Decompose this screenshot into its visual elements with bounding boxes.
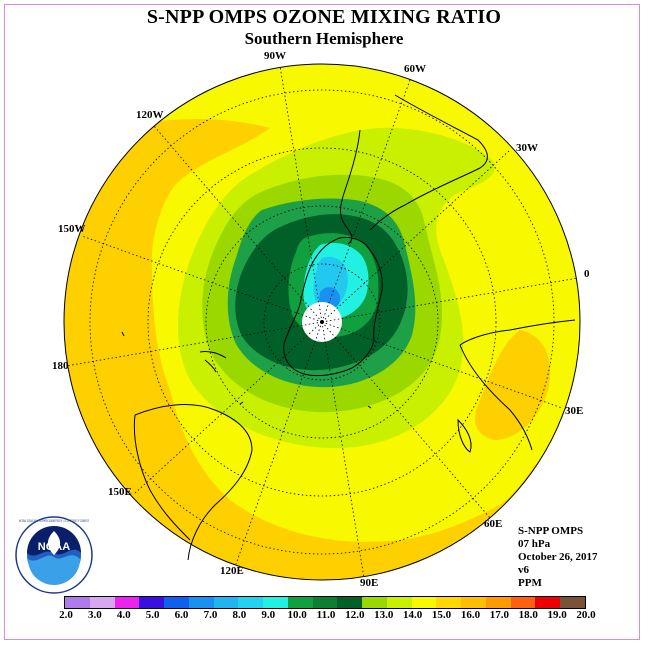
meridian-150e	[133, 321, 323, 495]
meridian-60w	[321, 79, 411, 323]
colorbar-ticks: 2.0 3.0 4.0 5.0 6.0 7.0 8.0 9.0 10.0 11.0 12.0 13.0…	[47, 609, 607, 623]
colorbar-swatch	[263, 597, 288, 608]
coast-africa	[459, 319, 576, 451]
coastlines	[121, 94, 576, 561]
lat-circle-70s	[205, 205, 439, 439]
coast-antarctica	[283, 236, 383, 377]
coast-australia	[133, 404, 253, 561]
lon-label-150w: 150W	[58, 223, 86, 235]
map-border	[63, 63, 581, 581]
colorbar-swatch	[436, 597, 461, 608]
colorbar-swatch	[114, 597, 140, 608]
meridian-120w	[153, 125, 323, 323]
colorbar-tick-label: 16.0	[460, 609, 481, 621]
colorbar-tick-label: 11.0	[316, 609, 336, 621]
colorbar-swatch	[188, 597, 214, 608]
colorbar-tick-label: 19.0	[547, 609, 567, 621]
colorbar-swatch	[164, 597, 189, 608]
colorbar-tick-label: 5.0	[145, 609, 160, 621]
lon-label-90e: 90E	[360, 577, 379, 589]
colorbar-swatch	[485, 597, 511, 608]
lat-circle-50s	[89, 89, 555, 555]
field-16ppm-west	[64, 119, 580, 580]
colorbar-tick-label: 17.0	[489, 609, 509, 621]
colorbar-swatch	[287, 597, 313, 608]
colorbar-swatch	[312, 597, 338, 608]
colorbar-tick-label: 4.0	[116, 609, 131, 621]
colorbar-swatch	[89, 597, 115, 608]
meridian-60e	[321, 321, 491, 519]
colorbar-tick-label: 13.0	[374, 609, 394, 621]
logo-ring-text: NATIONAL OCEANIC AND ATMOSPHERIC ADMINIS…	[19, 518, 89, 523]
lon-label-150e: 150E	[108, 486, 132, 498]
product-info: S-NPP OMPS 07 hPa October 26, 2017 v6 PP…	[518, 525, 598, 590]
lon-label-30e: 30E	[565, 405, 584, 417]
meridian-0	[321, 277, 579, 323]
lon-label-90w: 90W	[264, 50, 286, 62]
lon-label-0: 0	[584, 268, 590, 280]
colorbar-tick-label: 12.0	[345, 609, 365, 621]
colorbar-tick-label: 10.0	[287, 609, 307, 621]
colorbar-tick-label: 8.0	[232, 609, 247, 621]
info-level: 07 hPa	[518, 538, 551, 550]
colorbar-tick-label: 7.0	[203, 609, 218, 621]
colorbar-swatch	[411, 597, 437, 608]
info-version: v6	[518, 564, 529, 576]
lat-circle-60s	[147, 147, 497, 497]
colorbar-swatch	[461, 597, 486, 608]
lon-label-60e: 60E	[484, 518, 503, 530]
info-instrument: S-NPP OMPS	[518, 525, 584, 537]
colorbar-tick-label: 6.0	[174, 609, 189, 621]
colorbar-swatch	[535, 597, 560, 608]
noaa-logo-icon: NOAA NATIONAL OCEANIC AND ATMOSPHERIC AD…	[15, 516, 93, 594]
field-16ppm-east	[475, 330, 551, 440]
meridian-180	[65, 321, 323, 367]
colorbar-swatch	[510, 597, 536, 608]
south-pole-marker	[320, 320, 324, 324]
lon-label-120e: 120E	[220, 565, 244, 577]
meridian-90e	[321, 321, 365, 579]
info-date: October 26, 2017	[518, 551, 598, 563]
colorbar-tick-label: 2.0	[59, 609, 73, 621]
lat-circle-80s	[263, 263, 381, 381]
page-frame	[4, 4, 640, 640]
colorbar-tick-label: 9.0	[261, 609, 276, 621]
colorbar-tick-label: 20.0	[576, 609, 596, 621]
colorbar-tick-label: 18.0	[518, 609, 538, 621]
logo-text: NOAA	[38, 541, 70, 553]
meridian-30w	[321, 149, 511, 323]
graticule	[65, 65, 579, 579]
colorbar-swatch	[65, 597, 90, 608]
coast-south-america	[340, 94, 488, 245]
colorbar-tick-label: 3.0	[88, 609, 102, 621]
meridian-90w	[279, 65, 323, 323]
colorbar-tick-label: 14.0	[403, 609, 423, 621]
colorbar-tick-label: 15.0	[431, 609, 452, 621]
lon-label-30w: 30W	[516, 142, 538, 154]
colorbar-swatch	[238, 597, 263, 608]
colorbar-swatch	[362, 597, 387, 608]
colorbar-swatch	[139, 597, 164, 608]
colorbar-swatch	[337, 597, 362, 608]
map-title: S-NPP OMPS OZONE MIXING RATIO	[146, 6, 502, 28]
meridian-30e	[321, 321, 563, 409]
colorbar-swatch	[560, 597, 585, 608]
colorbar	[64, 596, 586, 609]
info-units: PPM	[518, 577, 542, 589]
colorbar-swatch	[386, 597, 412, 608]
meridian-150w	[81, 235, 323, 323]
coast-islands	[121, 331, 372, 409]
lon-label-60w: 60W	[404, 63, 426, 75]
coast-madagascar	[457, 418, 472, 453]
meridian-120e	[235, 321, 323, 565]
map-subtitle: Southern Hemisphere	[244, 29, 404, 48]
lon-label-180: 180	[52, 360, 69, 372]
colorbar-swatch	[213, 597, 239, 608]
coast-new-zealand	[199, 351, 227, 373]
lon-label-120w: 120W	[136, 109, 164, 121]
